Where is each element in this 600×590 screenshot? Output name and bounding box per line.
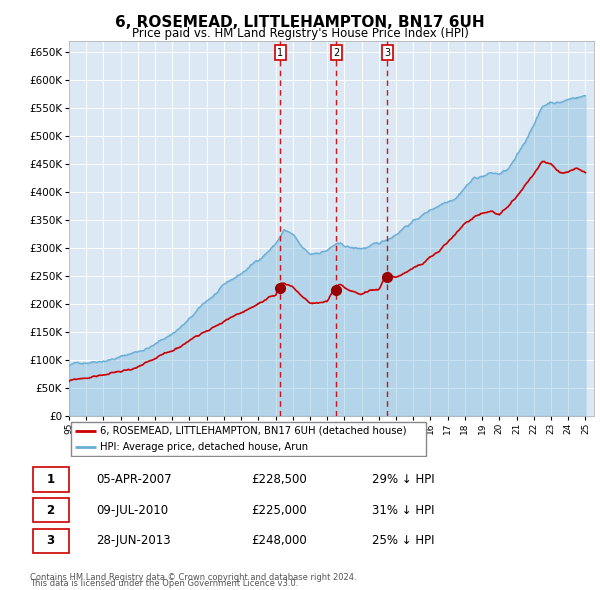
Text: 3: 3 [384,48,391,58]
Text: This data is licensed under the Open Government Licence v3.0.: This data is licensed under the Open Gov… [30,579,298,588]
Text: 2: 2 [333,48,339,58]
FancyBboxPatch shape [33,529,68,553]
Text: 1: 1 [277,48,283,58]
Text: £228,500: £228,500 [251,473,307,486]
Text: 1: 1 [46,473,55,486]
FancyBboxPatch shape [33,498,68,522]
Text: 2: 2 [46,503,55,517]
Text: 28-JUN-2013: 28-JUN-2013 [96,534,171,548]
FancyBboxPatch shape [33,467,68,491]
Text: 31% ↓ HPI: 31% ↓ HPI [372,503,435,517]
FancyBboxPatch shape [71,422,427,456]
Text: Contains HM Land Registry data © Crown copyright and database right 2024.: Contains HM Land Registry data © Crown c… [30,573,356,582]
Text: 6, ROSEMEAD, LITTLEHAMPTON, BN17 6UH (detached house): 6, ROSEMEAD, LITTLEHAMPTON, BN17 6UH (de… [100,425,406,435]
Text: £225,000: £225,000 [251,503,307,517]
Text: Price paid vs. HM Land Registry's House Price Index (HPI): Price paid vs. HM Land Registry's House … [131,27,469,40]
Text: £248,000: £248,000 [251,534,307,548]
Text: 29% ↓ HPI: 29% ↓ HPI [372,473,435,486]
Text: 05-APR-2007: 05-APR-2007 [96,473,172,486]
Text: HPI: Average price, detached house, Arun: HPI: Average price, detached house, Arun [100,442,308,453]
Text: 25% ↓ HPI: 25% ↓ HPI [372,534,435,548]
Text: 3: 3 [46,534,55,548]
Text: 09-JUL-2010: 09-JUL-2010 [96,503,169,517]
Text: 6, ROSEMEAD, LITTLEHAMPTON, BN17 6UH: 6, ROSEMEAD, LITTLEHAMPTON, BN17 6UH [115,15,485,30]
